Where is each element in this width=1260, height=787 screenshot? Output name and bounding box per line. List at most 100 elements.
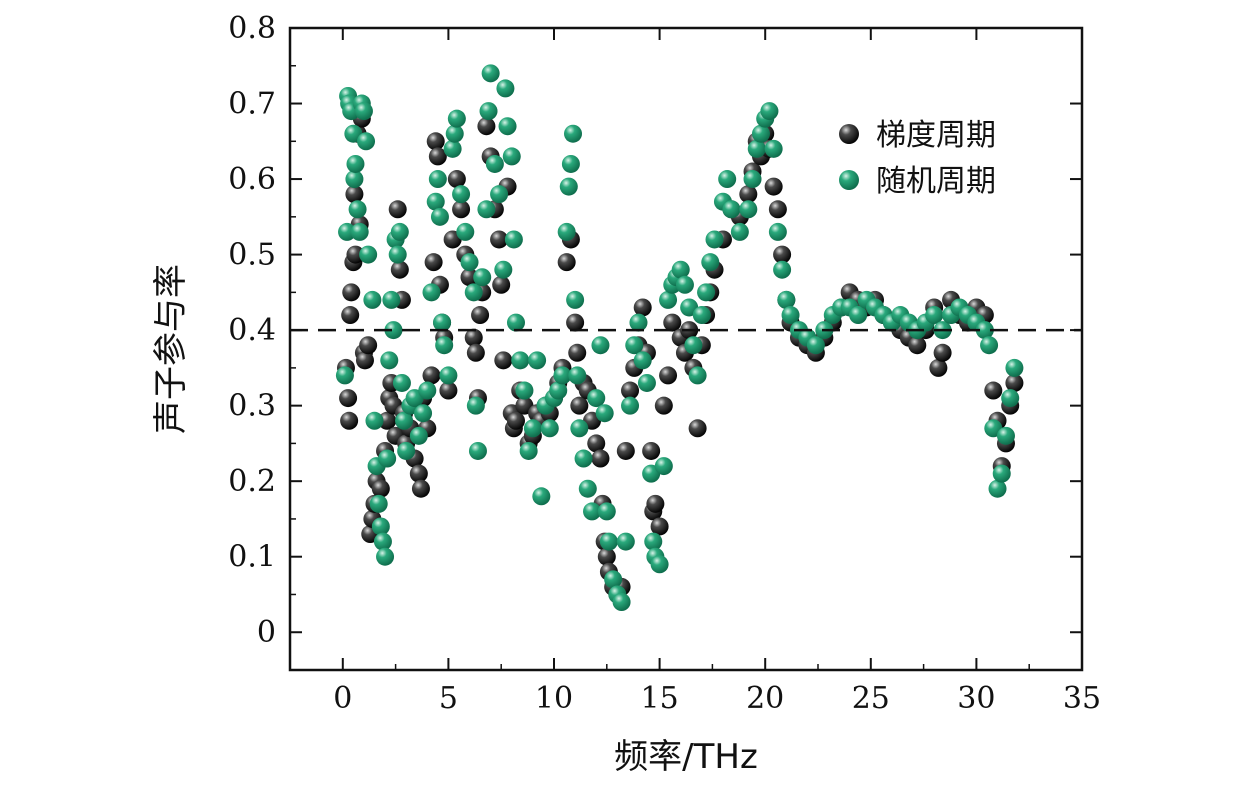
data-point-series-1	[460, 268, 479, 287]
data-point-series-1	[568, 343, 587, 362]
data-point-series-1	[490, 230, 509, 249]
data-point-series-2	[597, 502, 616, 521]
data-point-series-2	[395, 411, 414, 430]
data-point-series-2	[671, 260, 690, 279]
data-point-series-2	[730, 222, 749, 241]
data-point-series-2	[348, 200, 367, 219]
data-point-series-1	[346, 245, 365, 264]
data-point-series-1	[471, 306, 490, 325]
legend-marker-series2	[839, 170, 859, 190]
data-point-series-2	[751, 124, 770, 143]
data-point-series-2	[335, 366, 354, 385]
data-point-series-2	[498, 117, 517, 136]
data-point-series-2	[371, 517, 390, 536]
data-point-series-2	[612, 593, 631, 612]
data-point-series-2	[595, 404, 614, 423]
data-point-series-2	[373, 532, 392, 551]
y-tick-label: 0.3	[228, 389, 276, 424]
data-point-series-2	[365, 411, 384, 430]
data-point-series-1	[439, 381, 458, 400]
y-tick-label: 0.7	[228, 87, 276, 122]
data-point-series-2	[350, 222, 369, 241]
data-point-series-1	[646, 494, 665, 513]
data-point-series-1	[663, 313, 682, 332]
x-tick-label: 0	[333, 681, 352, 716]
data-point-series-2	[659, 290, 678, 309]
data-point-series-1	[422, 366, 441, 385]
data-point-series-2	[502, 147, 521, 166]
data-point-series-2	[473, 268, 492, 287]
data-point-series-2	[564, 124, 583, 143]
y-tick-label: 0.2	[228, 464, 276, 499]
data-point-series-2	[616, 532, 635, 551]
data-point-series-2	[345, 170, 364, 189]
data-point-series-2	[519, 441, 538, 460]
data-point-series-2	[523, 419, 542, 438]
data-point-series-2	[430, 207, 449, 226]
data-point-series-2	[604, 570, 623, 589]
x-tick-label: 35	[1063, 681, 1101, 716]
data-point-series-1	[633, 298, 652, 317]
y-tick-label: 0.4	[228, 313, 276, 348]
data-point-series-1	[409, 464, 428, 483]
x-tick-label: 25	[852, 681, 890, 716]
data-point-series-2	[346, 154, 365, 173]
data-point-series-2	[764, 139, 783, 158]
legend-marker-series1	[839, 124, 859, 144]
data-point-series-2	[528, 351, 547, 370]
data-point-series-2	[650, 555, 669, 574]
data-point-series-2	[494, 260, 513, 279]
data-point-series-1	[642, 441, 661, 460]
data-point-series-2	[992, 464, 1011, 483]
data-point-series-2	[511, 351, 530, 370]
data-point-series-1	[492, 275, 511, 294]
data-point-series-2	[369, 494, 388, 513]
y-tick-label: 0.5	[228, 238, 276, 273]
data-point-series-2	[806, 336, 825, 355]
data-point-series-2	[629, 313, 648, 332]
data-point-series-2	[975, 321, 994, 340]
data-point-series-1	[466, 343, 485, 362]
data-point-series-2	[354, 102, 373, 121]
data-point-series-2	[496, 79, 515, 98]
data-point-series-1	[452, 200, 471, 219]
data-point-series-2	[376, 547, 395, 566]
data-point-series-2	[561, 154, 580, 173]
data-point-series-2	[988, 479, 1007, 498]
data-point-series-2	[540, 419, 559, 438]
y-tick-label: 0.6	[228, 162, 276, 197]
data-point-series-2	[760, 102, 779, 121]
data-point-series-2	[384, 321, 403, 340]
data-point-series-2	[468, 441, 487, 460]
data-point-series-1	[929, 358, 948, 377]
data-point-series-2	[688, 366, 707, 385]
data-point-series-2	[553, 366, 572, 385]
data-point-series-2	[692, 306, 711, 325]
data-point-series-2	[445, 124, 464, 143]
data-point-series-2	[426, 192, 445, 211]
data-point-series-2	[479, 102, 498, 121]
data-point-series-2	[382, 290, 401, 309]
data-point-series-1	[768, 200, 787, 219]
data-point-series-1	[447, 170, 466, 189]
data-point-series-2	[549, 381, 568, 400]
data-point-series-1	[739, 185, 758, 204]
data-point-series-1	[464, 328, 483, 347]
data-point-series-2	[397, 441, 416, 460]
data-point-series-2	[625, 336, 644, 355]
data-point-series-2	[980, 336, 999, 355]
data-point-series-2	[390, 222, 409, 241]
data-point-series-1	[557, 253, 576, 272]
legend-label-series1: 梯度周期	[876, 118, 996, 153]
data-point-series-1	[342, 283, 361, 302]
data-point-series-1	[477, 117, 496, 136]
data-point-series-1	[587, 434, 606, 453]
data-point-series-1	[566, 313, 585, 332]
x-axis-title: 频率/THz	[614, 737, 758, 777]
data-point-series-2	[773, 260, 792, 279]
data-point-series-2	[633, 351, 652, 370]
data-point-series-1	[659, 366, 678, 385]
data-point-series-2	[409, 426, 428, 445]
data-point-series-1	[345, 185, 364, 204]
data-point-series-1	[764, 177, 783, 196]
